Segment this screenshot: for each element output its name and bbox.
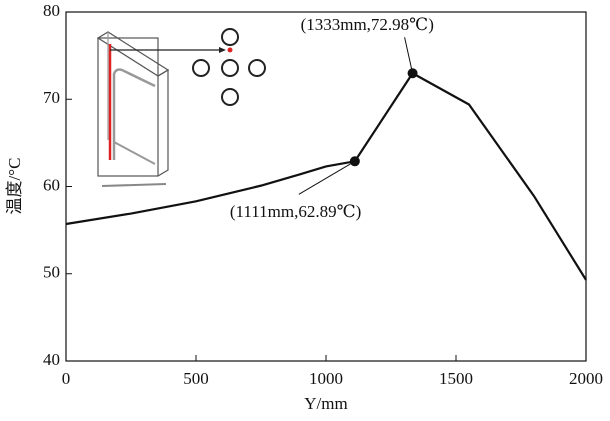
inset-front [97,37,159,177]
x-tick-label: 500 [183,369,209,388]
highlight-point [407,68,418,79]
highlight-point [349,156,360,167]
inset-side [157,68,169,177]
y-tick-label: 60 [43,175,60,194]
inset-circle [221,59,239,77]
x-tick-label: 1500 [439,369,473,388]
inset-red-dot [227,47,233,53]
data-line [65,71,587,281]
y-tick-label: 80 [43,1,60,20]
inset-circle [248,59,266,77]
x-tick-label: 0 [62,369,71,388]
x-tick-label: 2000 [569,369,603,388]
inset-arrowhead [219,47,226,53]
inset-circle [221,28,239,46]
inset-base [101,183,167,187]
inset-diagram [96,28,266,187]
y-axis-label: 温度/°C [5,158,24,215]
y-tick-label: 40 [43,350,60,369]
inset-pipe [112,68,156,160]
y-tick-label: 50 [43,263,60,282]
x-tick-label: 1000 [309,369,343,388]
x-axis-label: Y/mm [304,394,347,413]
inset-circle [221,88,239,106]
leader-line [298,160,356,195]
y-tick-label: 70 [43,88,60,107]
plot-frame [65,11,587,362]
inset-pipe [113,141,156,165]
inset-circle [192,59,210,77]
annotation: (1333mm,72.98℃) [301,15,434,34]
annotation: (1111mm,62.89℃) [230,202,361,221]
leader-line [404,37,414,74]
